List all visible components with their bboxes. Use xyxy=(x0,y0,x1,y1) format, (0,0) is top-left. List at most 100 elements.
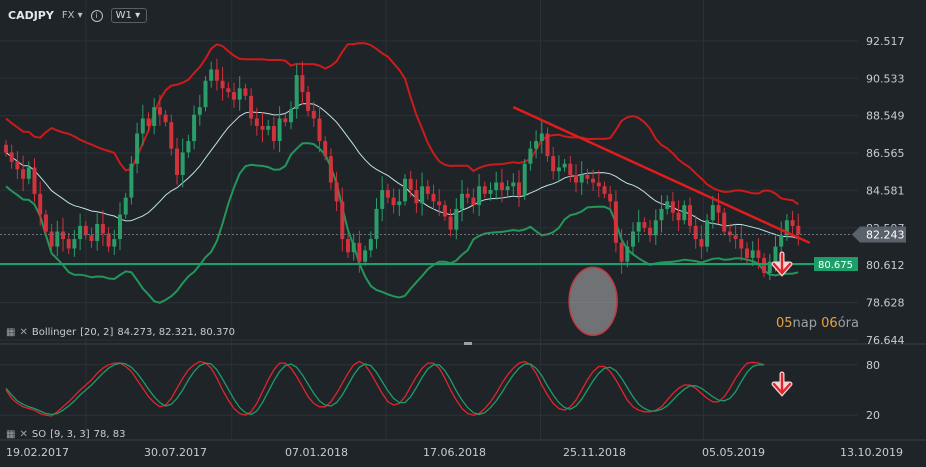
price-tick-label: 90.533 xyxy=(866,72,905,85)
candle-body xyxy=(676,212,681,221)
candle-body xyxy=(585,174,590,179)
candle-body xyxy=(32,167,37,194)
time-tick-label: 17.06.2018 xyxy=(423,446,486,459)
candle-body xyxy=(437,201,442,206)
candle-body xyxy=(249,95,254,119)
candle-body xyxy=(722,212,727,232)
price-tick-label: 86.565 xyxy=(866,147,905,160)
settings-icon[interactable]: ▦ xyxy=(6,429,16,440)
candle-body xyxy=(642,222,647,228)
candle-body xyxy=(420,186,425,204)
candle-body xyxy=(21,169,26,179)
support-price-badge xyxy=(814,257,858,272)
candle-body xyxy=(357,242,362,262)
bollinger-upper-band xyxy=(5,42,799,206)
panel-resize-handle[interactable] xyxy=(464,342,472,345)
candle-body xyxy=(488,190,493,194)
candle-body xyxy=(374,208,379,240)
candle-body xyxy=(779,235,784,247)
highlight-ellipse[interactable] xyxy=(568,266,618,337)
candle-body xyxy=(727,231,732,236)
candle-body xyxy=(129,163,134,198)
candle-body xyxy=(283,118,288,123)
candle-body xyxy=(682,205,687,221)
candle-body xyxy=(739,239,744,249)
price-tick-label: 88.549 xyxy=(866,110,905,123)
candle-body xyxy=(106,233,111,247)
candle-body xyxy=(328,156,333,183)
candle-body xyxy=(517,182,521,196)
candle-body xyxy=(442,205,447,217)
symbol-label[interactable]: CADJPY xyxy=(8,9,54,22)
candle-body xyxy=(226,88,231,93)
bollinger-values: 84.273, 82.321, 80.370 xyxy=(117,327,236,338)
stochastic-d-line xyxy=(5,362,765,416)
candle-body xyxy=(203,80,208,108)
candle-body xyxy=(66,239,71,249)
candle-body xyxy=(157,107,162,115)
candle-body xyxy=(100,223,105,234)
candle-body xyxy=(699,239,704,247)
candle-body xyxy=(471,197,476,206)
info-icon[interactable]: i xyxy=(90,9,103,22)
candle-body xyxy=(511,182,516,187)
candle-body xyxy=(346,239,350,253)
candle-body xyxy=(591,178,596,183)
candle-body xyxy=(750,250,755,258)
candle-body xyxy=(733,235,738,240)
candle-body xyxy=(351,242,356,253)
candle-body xyxy=(556,167,561,172)
candle-body xyxy=(95,223,100,241)
price-tick-label: 78.628 xyxy=(866,297,905,310)
candle-body xyxy=(625,246,630,262)
bollinger-params: [20, 2] xyxy=(80,327,114,338)
candle-body xyxy=(477,186,482,206)
candle-body xyxy=(197,107,202,115)
candle-body xyxy=(636,222,641,232)
price-tick-label: 80.612 xyxy=(866,259,905,272)
candle-body xyxy=(403,178,407,202)
stochastic-k-line xyxy=(5,360,765,417)
candle-body xyxy=(796,225,801,235)
candle-body xyxy=(277,118,282,142)
candle-body xyxy=(192,114,197,142)
candle-body xyxy=(311,110,316,119)
candle-body xyxy=(254,118,259,126)
candle-body xyxy=(175,148,179,175)
price-tick-label: 76.644 xyxy=(866,334,905,347)
candle-body xyxy=(140,118,145,134)
candle-body xyxy=(562,163,567,168)
market-label[interactable]: FX ▾ xyxy=(61,10,83,21)
candle-body xyxy=(237,88,242,100)
candle-body xyxy=(391,197,396,206)
candle-body xyxy=(266,125,271,130)
trendline[interactable] xyxy=(512,106,811,244)
candle-body xyxy=(340,201,345,240)
candle-body xyxy=(670,201,675,213)
candle-body xyxy=(209,69,214,81)
candle-body xyxy=(334,182,339,202)
settings-icon[interactable]: ▦ xyxy=(6,327,16,338)
stochastic-values: 78, 83 xyxy=(93,429,126,440)
candle-body xyxy=(243,88,248,96)
close-icon[interactable]: ✕ xyxy=(19,327,28,338)
time-tick-label: 07.01.2018 xyxy=(285,446,348,459)
candle-body xyxy=(300,75,305,93)
candlesticks xyxy=(4,58,801,280)
close-icon[interactable]: ✕ xyxy=(19,429,28,440)
candle-body xyxy=(9,152,14,162)
candle-body xyxy=(38,193,43,215)
timeframe-selector[interactable]: W1 ▾ xyxy=(110,8,148,23)
so-tick-label: 80 xyxy=(866,359,880,372)
candle-body xyxy=(186,141,191,153)
candle-body xyxy=(135,133,140,164)
candle-body xyxy=(465,193,470,198)
time-axis: 19.02.2017 30.07.2017 07.01.2018 17.06.2018… xyxy=(6,446,903,459)
price-axis: 92.51790.53388.54986.56584.58182.59780.6… xyxy=(814,35,906,347)
candle-body xyxy=(180,152,185,175)
candle-body xyxy=(619,242,624,262)
stochastic-legend: ▦ ✕ SO [9, 3, 3] 78, 83 xyxy=(6,429,125,440)
candle-body xyxy=(790,220,795,226)
candle-body xyxy=(123,197,128,215)
